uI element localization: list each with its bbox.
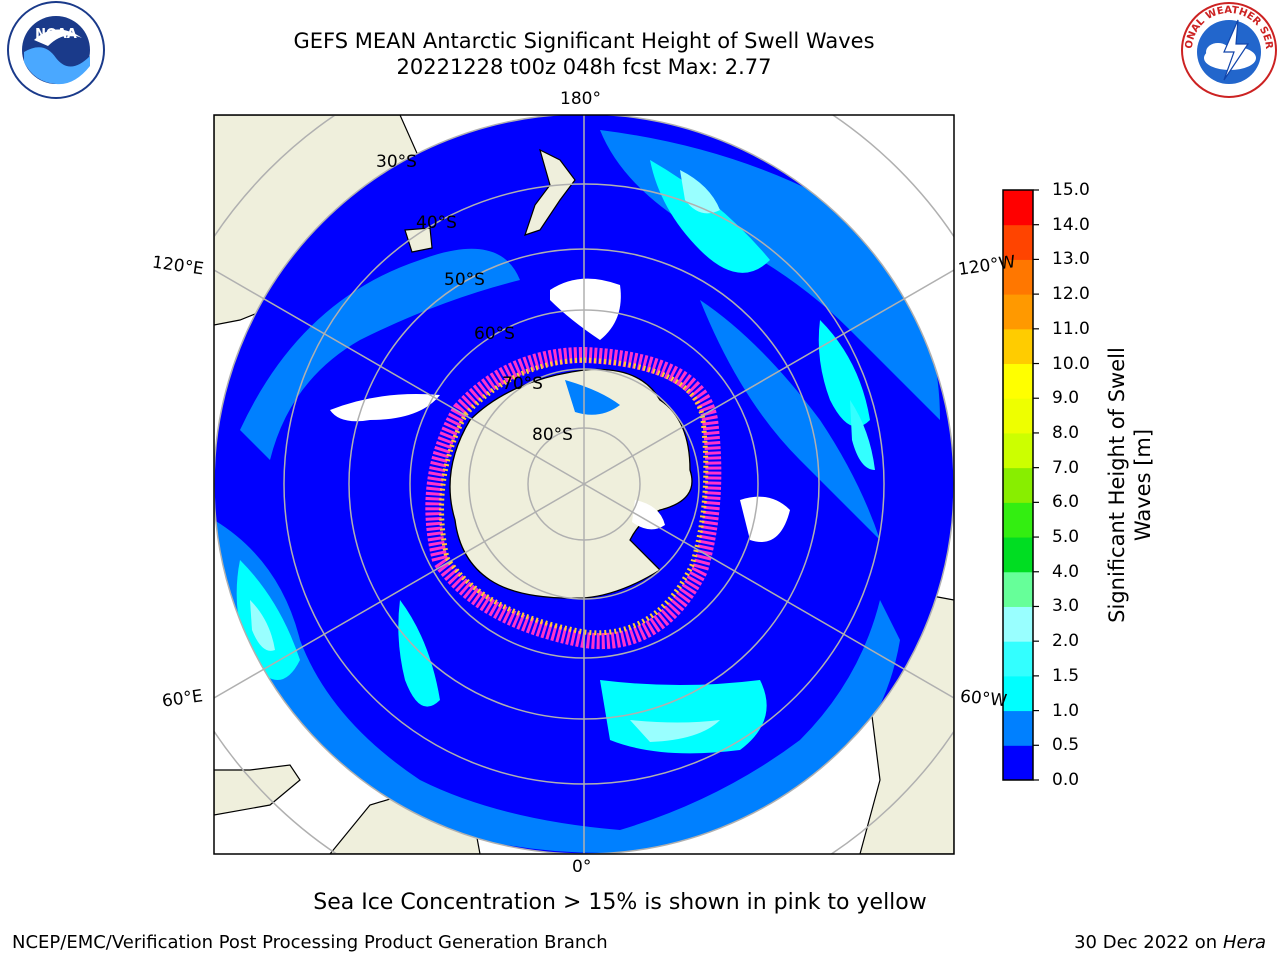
lat-label-70s: 70°S xyxy=(502,374,543,394)
colorbar-segment xyxy=(1003,641,1033,677)
colorbar-label: Significant Height of Swell Waves [m] xyxy=(1105,347,1155,623)
colorbar-segment xyxy=(1003,710,1033,746)
noaa-logo: NOAA xyxy=(7,1,105,99)
colorbar-frame xyxy=(1002,189,1034,781)
sea-ice-caption: Sea Ice Concentration > 15% is shown in … xyxy=(313,890,927,915)
meridian-lines xyxy=(214,115,954,854)
colorbar-segment xyxy=(1003,224,1033,260)
footer-date: 30 Dec 2022 on Hera xyxy=(1074,932,1266,953)
colorbar-segment xyxy=(1003,745,1033,781)
lat-label-40s: 40°S xyxy=(416,213,457,233)
colorbar-tick-label: 5.0 xyxy=(1052,527,1080,548)
colorbar-segment xyxy=(1003,571,1033,607)
colorbar-segment xyxy=(1003,363,1033,399)
swell-field xyxy=(214,130,940,853)
lon-label-0: 0° xyxy=(572,857,592,877)
colorbar-segment xyxy=(1003,675,1033,712)
tasmania-land xyxy=(404,227,433,253)
colorbar-tick-label: 1.5 xyxy=(1052,665,1080,686)
colorbar-tick-label: 4.0 xyxy=(1052,561,1080,582)
colorbar-segment xyxy=(1003,328,1033,365)
lat-label-30s: 30°S xyxy=(376,152,417,172)
colorbar-tick-label: 10.0 xyxy=(1052,353,1090,374)
colorbar-tick-label: 8.0 xyxy=(1052,422,1080,443)
chart-title: GEFS MEAN Antarctic Significant Height o… xyxy=(293,29,875,53)
colorbar-segment xyxy=(1003,294,1033,330)
colorbar-segment xyxy=(1003,259,1033,295)
colorbar-tick-label: 12.0 xyxy=(1052,284,1090,305)
footer-date-text: 30 Dec 2022 on xyxy=(1074,932,1218,953)
colorbar-tick-label: 11.0 xyxy=(1052,318,1090,339)
lon-label-180: 180° xyxy=(560,89,601,109)
map-frame xyxy=(213,114,955,855)
colorbar-tick-label: 7.0 xyxy=(1052,457,1080,478)
colorbar xyxy=(1002,189,1039,781)
lat-label-80s: 80°S xyxy=(532,425,573,445)
colorbar-tick-label: 1.0 xyxy=(1052,700,1080,721)
footer-host: Hera xyxy=(1222,932,1266,953)
colorbar-tick-label: 0.5 xyxy=(1052,735,1080,756)
colorbar-segment xyxy=(1003,537,1033,573)
colorbar-segment xyxy=(1003,398,1033,434)
lat-label-60s: 60°S xyxy=(474,324,515,344)
colorbar-segment xyxy=(1003,467,1033,503)
colorbar-tick-label: 0.0 xyxy=(1052,770,1080,790)
colorbar-segment xyxy=(1003,502,1033,538)
colorbar-tick-label: 2.0 xyxy=(1052,631,1080,652)
colorbar-tick-label: 15.0 xyxy=(1052,180,1090,200)
colorbar-tick-label: 13.0 xyxy=(1052,249,1090,270)
lat-label-50s: 50°S xyxy=(444,270,485,290)
colorbar-segment xyxy=(1003,432,1033,469)
madagascar-land xyxy=(214,764,301,816)
nws-logo: NATIONAL WEATHER SERVICE xyxy=(1178,0,1277,98)
antarctica-land xyxy=(449,368,693,599)
colorbar-tick-label: 9.0 xyxy=(1052,388,1080,409)
chart-subtitle: 20221228 t00z 048h fcst Max: 2.77 xyxy=(396,55,772,79)
colorbar-segment xyxy=(1003,606,1033,642)
footer-credit: NCEP/EMC/Verification Post Processing Pr… xyxy=(12,932,608,953)
new-zealand-land xyxy=(524,148,576,236)
colorbar-tick-label: 6.0 xyxy=(1052,492,1080,513)
colorbar-tick-label: 14.0 xyxy=(1052,214,1090,235)
colorbar-tick-label: 3.0 xyxy=(1052,596,1080,617)
colorbar-segment xyxy=(1003,190,1033,226)
noaa-logo-text: NOAA xyxy=(35,27,77,42)
